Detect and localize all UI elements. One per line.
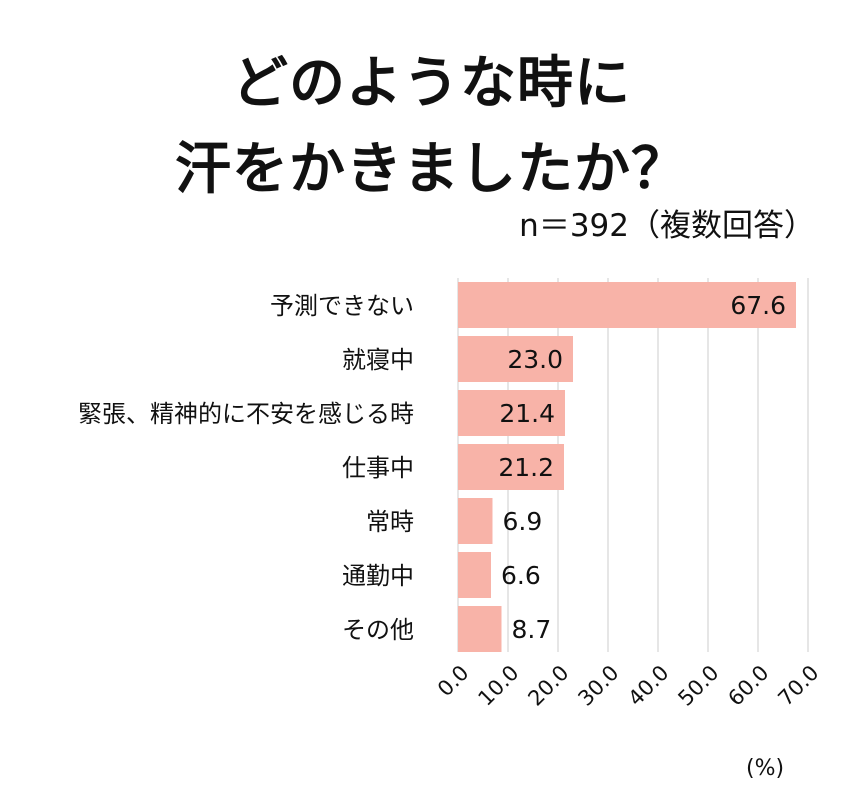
bar	[458, 606, 502, 652]
category-label: 予測できない	[270, 292, 414, 320]
sample-size-label: n＝392（複数回答）	[519, 208, 815, 244]
bars	[458, 282, 796, 652]
x-tick-label: 40.0	[623, 661, 673, 711]
data-label: 6.6	[501, 561, 541, 590]
x-tick-label: 50.0	[673, 661, 723, 711]
chart-title-line-1: どのような時に	[232, 51, 631, 116]
value-labels: 67.6 23.0 21.4 21.2 6.9 6.6 8.7	[498, 291, 786, 644]
x-tick-label: 30.0	[573, 661, 623, 711]
data-label: 23.0	[507, 345, 563, 374]
bar	[458, 498, 493, 544]
category-label: 常時	[366, 508, 414, 536]
x-tick-label: 60.0	[723, 661, 773, 711]
category-label: その他	[342, 616, 414, 644]
bar	[458, 336, 573, 382]
data-label: 21.2	[498, 453, 554, 482]
x-tick-label: 10.0	[473, 661, 523, 711]
category-label: 通勤中	[342, 562, 414, 590]
data-label: 6.9	[503, 507, 543, 536]
x-tick-label: 0.0	[433, 661, 474, 702]
data-label: 67.6	[730, 291, 786, 320]
category-label: 仕事中	[342, 454, 414, 482]
data-label: 21.4	[499, 399, 555, 428]
x-tick-label: 70.0	[773, 661, 823, 711]
bar	[458, 552, 491, 598]
axis-tick-labels: 0.0 10.0 20.0 30.0 40.0 50.0 60.0 70.0	[433, 661, 824, 711]
bar	[458, 390, 565, 436]
axis-unit-label: (%)	[746, 756, 785, 781]
chart-title-line-2: 汗をかきましたか？	[175, 137, 688, 202]
x-tick-label: 20.0	[523, 661, 573, 711]
bar	[458, 444, 564, 490]
category-label: 就寝中	[342, 346, 414, 374]
data-label: 8.7	[512, 615, 552, 644]
category-label: 緊張、精神的に不安を感じる時	[78, 400, 414, 428]
bar	[458, 282, 796, 328]
